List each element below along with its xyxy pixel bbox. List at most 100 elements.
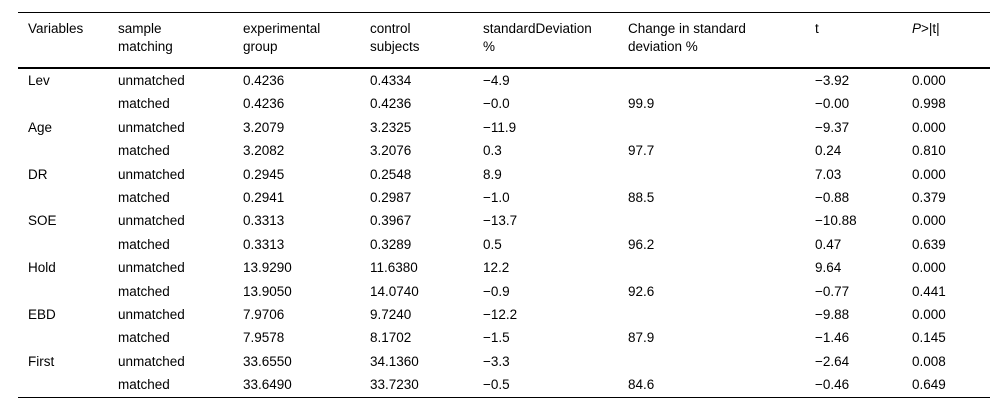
cell-control-subjects: 14.0740: [370, 283, 419, 299]
cell-change-in-sd-pct: [628, 209, 815, 232]
cell-control-subjects: 0.2987: [370, 190, 412, 206]
cell-p: 0.000: [912, 213, 946, 229]
table-row: matched 33.6490 33.7230 −0.5 84.6 −0.46 …: [18, 373, 990, 397]
cell-variable: [18, 139, 118, 162]
cell-sample-matching: matched: [118, 190, 170, 206]
cell-experimental-group: 0.3313: [243, 213, 285, 229]
cell-change-in-sd-pct: 97.7: [628, 143, 655, 159]
cell-sample-matching: matched: [118, 96, 170, 112]
cell-experimental-group: 0.4236: [243, 73, 285, 88]
cell-standard-deviation-pct: −12.2: [483, 307, 518, 323]
table-row: matched 3.2082 3.2076 0.3 97.7 0.24 0.81…: [18, 139, 990, 162]
cell-experimental-group: 33.6550: [243, 353, 292, 369]
cell-standard-deviation-pct: −4.9: [483, 73, 510, 88]
cell-change-in-sd-pct: 92.6: [628, 283, 655, 299]
cell-sample-matching: unmatched: [118, 260, 185, 276]
cell-t: −0.77: [815, 283, 850, 299]
cell-sample-matching: matched: [118, 143, 170, 159]
table-header: Variables sample matching experimental g…: [18, 12, 990, 69]
cell-change-in-sd-pct: 99.9: [628, 96, 655, 112]
cell-t: −9.37: [815, 119, 850, 135]
table-body: Lev unmatched 0.4236 0.4334 −4.9 −3.92 0…: [18, 68, 990, 397]
cell-control-subjects: 11.6380: [370, 260, 418, 276]
cell-control-subjects: 33.7230: [370, 377, 419, 393]
cell-sample-matching: unmatched: [118, 73, 185, 88]
cell-p: 0.649: [912, 377, 946, 393]
cell-change-in-sd-pct: [628, 256, 815, 279]
header-label-standard-deviation: standardDeviation %: [483, 21, 592, 54]
cell-variable: [18, 92, 118, 115]
cell-variable: Hold: [28, 260, 56, 276]
table-row: EBD unmatched 7.9706 9.7240 −12.2 −9.88 …: [18, 303, 990, 326]
header-label-p: P>|t|: [912, 20, 986, 38]
cell-t: 7.03: [815, 166, 842, 182]
cell-variable: [18, 373, 118, 397]
cell-p: 0.000: [912, 166, 946, 182]
header-cell-t: t: [815, 12, 912, 69]
cell-p: 0.441: [912, 283, 946, 299]
cell-experimental-group: 7.9706: [243, 307, 285, 323]
header-label-experimental-group: experimental group: [243, 21, 321, 54]
header-label-control-subjects: control subjects: [370, 21, 420, 54]
cell-p: 0.000: [912, 260, 946, 276]
cell-experimental-group: 3.2079: [243, 119, 285, 135]
table-row: matched 0.3313 0.3289 0.5 96.2 0.47 0.63…: [18, 233, 990, 256]
cell-standard-deviation-pct: −3.3: [483, 353, 510, 369]
table-row: First unmatched 33.6550 34.1360 −3.3 −2.…: [18, 350, 990, 373]
cell-p: 0.000: [912, 119, 946, 135]
cell-experimental-group: 13.9290: [243, 260, 292, 276]
cell-experimental-group: 3.2082: [243, 143, 285, 159]
header-row: Variables sample matching experimental g…: [18, 12, 990, 69]
cell-standard-deviation-pct: 0.5: [483, 236, 502, 252]
header-cell-variables: Variables: [18, 12, 118, 69]
cell-variable: EBD: [28, 307, 56, 323]
cell-change-in-sd-pct: 87.9: [628, 330, 655, 346]
cell-sample-matching: matched: [118, 377, 170, 393]
cell-sample-matching: unmatched: [118, 119, 185, 135]
table-row: Lev unmatched 0.4236 0.4334 −4.9 −3.92 0…: [18, 68, 990, 92]
header-cell-control-subjects: control subjects: [370, 12, 483, 69]
table-row: Age unmatched 3.2079 3.2325 −11.9 −9.37 …: [18, 116, 990, 139]
cell-variable: First: [28, 353, 55, 369]
cell-change-in-sd-pct: [628, 68, 815, 92]
cell-t: −0.46: [815, 377, 850, 393]
cell-control-subjects: 0.4236: [370, 96, 412, 112]
cell-experimental-group: 0.3313: [243, 236, 285, 252]
cell-control-subjects: 9.7240: [370, 307, 412, 323]
cell-change-in-sd-pct: 84.6: [628, 377, 655, 393]
header-label-change-in-sd: Change in standard deviation %: [628, 21, 746, 54]
header-label-t: t: [815, 21, 819, 36]
cell-variable: [18, 233, 118, 256]
cell-variable: DR: [28, 166, 48, 182]
cell-control-subjects: 8.1702: [370, 330, 412, 346]
cell-standard-deviation-pct: −0.5: [483, 377, 510, 393]
cell-control-subjects: 3.2076: [370, 143, 412, 159]
table-row: Hold unmatched 13.9290 11.6380 12.2 9.64…: [18, 256, 990, 279]
table-row: matched 13.9050 14.0740 −0.9 92.6 −0.77 …: [18, 280, 990, 303]
cell-standard-deviation-pct: −0.9: [483, 283, 510, 299]
cell-p: 0.639: [912, 236, 946, 252]
cell-p: 0.998: [912, 96, 946, 112]
cell-control-subjects: 0.4334: [370, 73, 412, 88]
cell-variable: [18, 186, 118, 209]
cell-experimental-group: 0.2945: [243, 166, 285, 182]
cell-p: 0.008: [912, 353, 946, 369]
header-label-sample-matching: sample matching: [118, 21, 173, 54]
cell-t: −9.88: [815, 307, 850, 323]
cell-t: 0.24: [815, 143, 842, 159]
cell-sample-matching: matched: [118, 236, 170, 252]
matching-balance-table: Variables sample matching experimental g…: [18, 12, 990, 398]
header-cell-experimental-group: experimental group: [243, 12, 370, 69]
cell-control-subjects: 0.3967: [370, 213, 412, 229]
header-label-p-italic: P: [912, 21, 922, 36]
cell-standard-deviation-pct: −13.7: [483, 213, 518, 229]
cell-t: −3.92: [815, 73, 850, 88]
cell-control-subjects: 0.3289: [370, 236, 412, 252]
cell-variable: Lev: [28, 73, 50, 88]
cell-t: −1.46: [815, 330, 850, 346]
cell-sample-matching: unmatched: [118, 307, 185, 323]
cell-sample-matching: unmatched: [118, 166, 185, 182]
cell-t: −0.88: [815, 190, 850, 206]
header-label-variables: Variables: [28, 21, 84, 36]
cell-variable: Age: [28, 119, 53, 135]
